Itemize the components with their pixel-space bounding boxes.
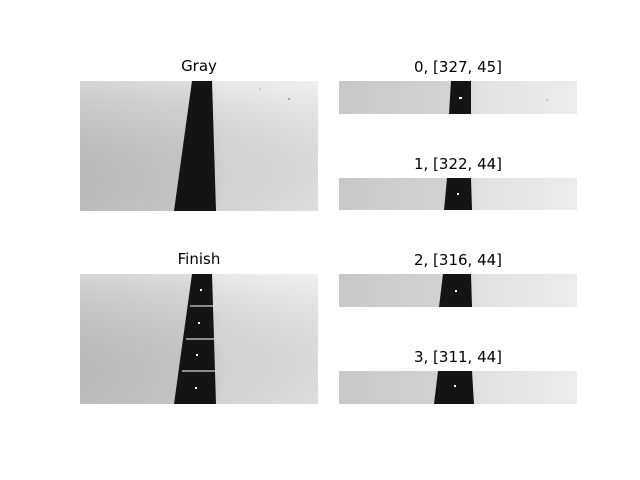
center-marker: [196, 354, 198, 356]
center-marker: [459, 97, 462, 99]
slice-2-title: 2, [316, 44]: [413, 251, 503, 269]
slice-1-image: [339, 178, 577, 210]
finish-image: [80, 274, 318, 404]
gray-panel-title: Gray: [181, 57, 217, 75]
slice-2-image: [339, 274, 577, 307]
tape-strip: [434, 371, 474, 404]
tape-strip: [174, 81, 216, 211]
slice-0-title: 0, [327, 45]: [413, 58, 503, 76]
slice-3-title: 3, [311, 44]: [413, 348, 503, 366]
center-marker: [195, 387, 197, 389]
slice-3-image: [339, 371, 577, 404]
finish-panel-title: Finish: [177, 250, 221, 268]
center-marker: [455, 290, 457, 292]
gray-image: [80, 81, 318, 211]
center-marker: [457, 193, 459, 195]
slice-0-image: [339, 81, 577, 114]
center-marker: [454, 385, 456, 387]
center-marker: [198, 322, 200, 324]
slice-1-title: 1, [322, 44]: [413, 155, 503, 173]
center-marker: [200, 289, 202, 291]
